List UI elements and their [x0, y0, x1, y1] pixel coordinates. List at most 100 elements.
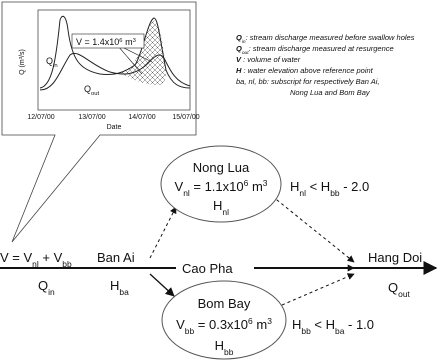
legend-entry: Qout: stream discharge measured at resur…	[236, 44, 394, 56]
flow-arrow	[271, 195, 355, 263]
text-part: 3	[263, 178, 268, 188]
text-part: bb	[62, 259, 72, 269]
text-part: H	[110, 278, 119, 293]
node-name: Cao Pha	[182, 261, 233, 276]
text-part: nl	[32, 259, 39, 269]
node-labels: V = Vnl + Vbb Qin Ban Ai Hba Cao Pha Non…	[0, 160, 422, 357]
legend-entry: Nong Lua and Bom Bay	[290, 88, 371, 97]
text-part: - 2.0	[340, 179, 370, 194]
label-background	[176, 258, 254, 278]
text-part: : stream discharge measured at resurgenc…	[249, 44, 394, 53]
text-part: = 0.3x10	[194, 317, 248, 332]
node-name: Bom Bay	[198, 296, 251, 311]
text-part: 3	[133, 38, 136, 44]
flow-arrow	[149, 206, 177, 259]
x-tick-label: 13/07/00	[78, 114, 105, 121]
text-part: < H	[306, 179, 330, 194]
text-part: H	[236, 66, 242, 75]
pointer	[119, 45, 153, 63]
text-part: m	[123, 37, 133, 47]
volume-area	[120, 20, 167, 86]
x-tick-label: 15/07/00	[172, 114, 199, 121]
text-part: - 1.0	[344, 317, 374, 332]
node-name: Ban Ai	[97, 250, 135, 265]
text-part: 6	[119, 38, 122, 44]
text-part: nl	[183, 188, 190, 198]
text-part: m	[248, 179, 262, 194]
text-part: H	[213, 198, 222, 213]
text-part: < H	[311, 317, 335, 332]
text-part: bb	[301, 326, 311, 336]
text-part: in	[53, 63, 58, 69]
text-part: out	[398, 289, 410, 299]
text-part: H	[290, 179, 299, 194]
text-part: Q	[38, 278, 48, 293]
text-part: = 1.1x10	[190, 179, 244, 194]
node-ellipse	[161, 280, 287, 360]
pointer	[117, 45, 143, 75]
text-part: m	[253, 317, 267, 332]
text-part: V	[236, 55, 242, 64]
node-discharge: Qout	[388, 280, 411, 299]
text-part: in	[48, 287, 55, 297]
source-discharge: Qin	[38, 278, 55, 297]
volume-box	[71, 33, 145, 49]
y-axis-label: Q (m³/s)	[19, 49, 26, 75]
text-part: 3	[267, 316, 272, 326]
flow-arrow	[281, 273, 355, 306]
text-part: + V	[39, 250, 63, 265]
text-part: : stream discharge measured before swall…	[246, 33, 415, 42]
x-tick-label: 12/07/00	[27, 114, 54, 121]
text-part: : water elevation above reference point	[241, 66, 373, 75]
q-in-label: Qin	[46, 56, 58, 69]
node-condition: Hbb < Hba - 1.0	[292, 317, 374, 336]
text-part: nl	[222, 207, 229, 217]
text-part: in	[242, 39, 246, 45]
node-volume: Vnl = 1.1x106 m3	[175, 178, 268, 198]
text-part: bb	[330, 188, 340, 198]
text-part: ba	[335, 326, 345, 336]
flow-arrow	[149, 273, 175, 297]
text-part: out	[242, 50, 249, 56]
inset-chart: V = 1.4x106 m3 Qin Qout Q (m³/s) 12/07/0…	[19, 9, 200, 131]
text-part: Q	[84, 84, 91, 94]
text-part: H	[215, 338, 224, 353]
legend-entry: Qin: stream discharge measured before sw…	[236, 33, 415, 45]
text-part: V = V	[0, 250, 32, 265]
text-part: 6	[248, 316, 253, 326]
text-part: Q	[236, 44, 242, 53]
x-axis-label: Date	[107, 124, 122, 131]
text-part: ba	[119, 287, 129, 297]
legend: Qin: stream discharge measured before sw…	[236, 33, 415, 97]
node-elevation: Hba	[110, 278, 129, 297]
text-part: bb	[185, 326, 195, 336]
text-part: V	[176, 317, 185, 332]
text-part: bb	[224, 347, 234, 357]
text-part: : volume of water	[241, 55, 301, 64]
q-out-label: Qout	[84, 84, 100, 97]
volume-label: V = 1.4x106 m3	[76, 37, 136, 47]
legend-entry: H : water elevation above reference poin…	[236, 66, 374, 75]
node-name: Nong Lua	[193, 160, 250, 175]
text-part: Q	[236, 33, 242, 42]
text-part: nl	[299, 188, 306, 198]
node-elevation: Hbb	[215, 338, 234, 357]
node-elevation: Hnl	[213, 198, 229, 217]
x-tick-label: 14/07/00	[128, 114, 155, 121]
node-name: Hang Doi	[368, 250, 422, 265]
text-part: V = 1.4x10	[76, 37, 119, 47]
legend-entry: V : volume of water	[236, 55, 301, 64]
text-part: V	[175, 179, 184, 194]
text-part: 6	[244, 178, 249, 188]
legend-entry: ba, nl, bb: subscript for respectively B…	[236, 77, 380, 86]
text-part: Q	[388, 280, 398, 295]
node-condition: Hnl < Hbb - 2.0	[290, 179, 369, 198]
q-out-curve	[39, 52, 191, 91]
text-part: out	[91, 91, 100, 97]
node-volume: Vbb = 0.3x106 m3	[176, 316, 272, 336]
node-ellipse	[160, 145, 282, 223]
plot-frame	[37, 9, 191, 111]
source-equation: V = Vnl + Vbb	[0, 250, 72, 269]
text-part: H	[292, 317, 301, 332]
